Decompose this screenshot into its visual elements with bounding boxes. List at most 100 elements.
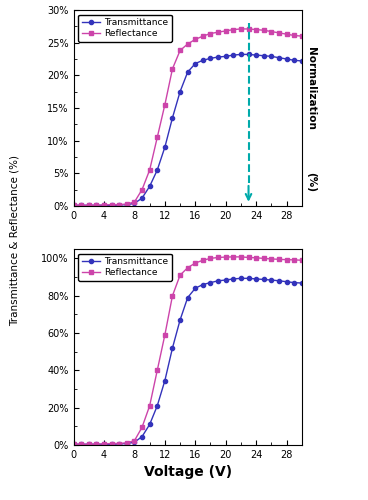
Transmittance	[201, 58, 205, 64]
Transmittance	[223, 54, 228, 60]
Transmittance	[178, 88, 182, 94]
Transmittance	[193, 285, 198, 291]
Transmittance	[71, 202, 76, 208]
Transmittance	[231, 52, 236, 58]
Transmittance	[125, 440, 129, 446]
Transmittance	[125, 202, 129, 207]
Reflectance	[155, 368, 159, 374]
Transmittance	[178, 317, 182, 323]
Reflectance	[208, 256, 213, 262]
Reflectance	[71, 202, 76, 208]
Reflectance	[109, 440, 114, 446]
Transmittance	[216, 54, 220, 60]
Transmittance	[300, 280, 304, 286]
Reflectance	[300, 258, 304, 264]
Reflectance	[246, 254, 251, 260]
Reflectance	[269, 256, 273, 262]
Transmittance	[277, 278, 281, 284]
Reflectance	[71, 442, 76, 448]
Transmittance	[284, 56, 289, 62]
Reflectance	[246, 26, 251, 32]
Transmittance	[193, 60, 198, 66]
Transmittance	[155, 403, 159, 409]
Reflectance	[254, 255, 258, 261]
Legend: Transmittance, Reflectance: Transmittance, Reflectance	[78, 254, 172, 280]
Reflectance	[223, 28, 228, 34]
Transmittance	[94, 442, 99, 448]
Transmittance	[269, 277, 273, 283]
Transmittance	[148, 422, 152, 428]
Line: Reflectance: Reflectance	[71, 27, 304, 208]
Transmittance	[170, 345, 175, 351]
Transmittance	[262, 276, 266, 282]
Transmittance	[292, 58, 296, 64]
Reflectance	[193, 36, 198, 43]
Reflectance	[94, 202, 99, 208]
Reflectance	[86, 442, 91, 448]
Legend: Transmittance, Reflectance: Transmittance, Reflectance	[78, 14, 172, 42]
Line: Reflectance: Reflectance	[71, 255, 304, 446]
Transmittance	[109, 202, 114, 208]
Reflectance	[284, 31, 289, 37]
Reflectance	[163, 332, 167, 338]
Transmittance	[284, 278, 289, 284]
Reflectance	[216, 29, 220, 35]
Reflectance	[223, 254, 228, 260]
Reflectance	[262, 256, 266, 262]
Transmittance	[71, 442, 76, 448]
Reflectance	[79, 442, 84, 448]
Transmittance	[132, 439, 137, 445]
Reflectance	[201, 258, 205, 264]
Transmittance	[223, 277, 228, 283]
Reflectance	[231, 254, 236, 260]
Text: (%): (%)	[306, 172, 316, 193]
Line: Transmittance: Transmittance	[71, 276, 304, 446]
Reflectance	[109, 202, 114, 207]
Transmittance	[79, 442, 84, 448]
Reflectance	[148, 167, 152, 173]
Reflectance	[170, 66, 175, 72]
Transmittance	[86, 442, 91, 448]
Reflectance	[193, 260, 198, 266]
Reflectance	[216, 254, 220, 260]
Text: Normalization: Normalization	[306, 47, 316, 130]
Transmittance	[163, 144, 167, 150]
Reflectance	[284, 256, 289, 262]
Transmittance	[239, 276, 243, 281]
Text: Transmittance & Reflectance (%): Transmittance & Reflectance (%)	[10, 154, 20, 326]
Transmittance	[102, 202, 106, 208]
Transmittance	[239, 52, 243, 58]
Transmittance	[277, 54, 281, 60]
Reflectance	[239, 26, 243, 32]
Reflectance	[140, 186, 144, 192]
Transmittance	[254, 52, 258, 58]
Reflectance	[163, 102, 167, 107]
Transmittance	[102, 442, 106, 448]
Reflectance	[254, 26, 258, 32]
Reflectance	[277, 30, 281, 36]
Transmittance	[254, 276, 258, 282]
Transmittance	[79, 202, 84, 208]
Reflectance	[292, 32, 296, 38]
Transmittance	[246, 276, 251, 281]
Transmittance	[216, 278, 220, 284]
Reflectance	[102, 202, 106, 208]
Reflectance	[178, 272, 182, 278]
Transmittance	[132, 200, 137, 206]
Reflectance	[262, 27, 266, 33]
Reflectance	[155, 134, 159, 140]
Transmittance	[117, 441, 121, 447]
Reflectance	[201, 33, 205, 39]
Transmittance	[94, 202, 99, 208]
Transmittance	[208, 56, 213, 62]
Reflectance	[148, 403, 152, 409]
Transmittance	[117, 202, 121, 208]
Transmittance	[208, 280, 213, 285]
Reflectance	[292, 257, 296, 263]
Reflectance	[125, 201, 129, 207]
Reflectance	[231, 26, 236, 32]
Transmittance	[163, 378, 167, 384]
Transmittance	[140, 195, 144, 201]
Reflectance	[239, 254, 243, 260]
Transmittance	[231, 276, 236, 282]
